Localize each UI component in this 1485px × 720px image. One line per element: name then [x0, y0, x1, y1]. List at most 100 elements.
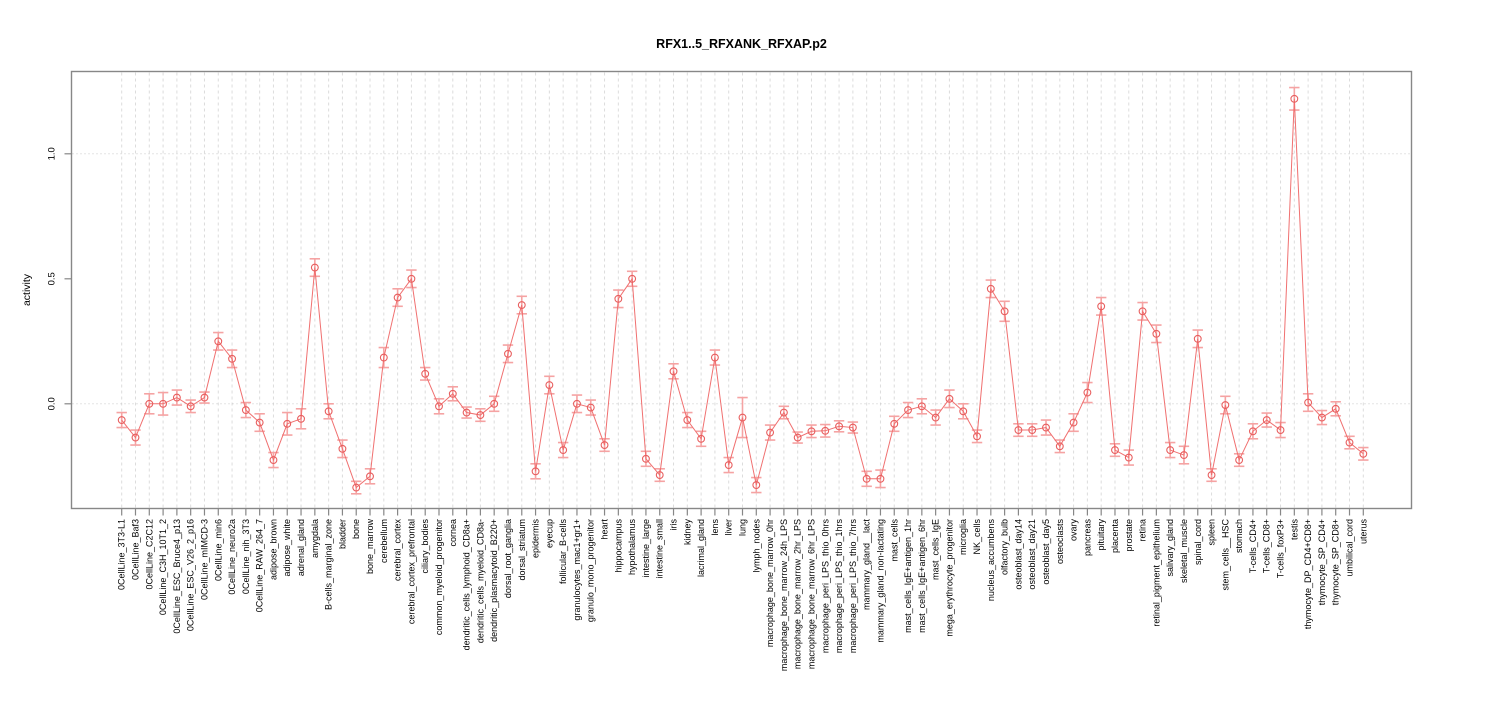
x-tick-label: 0CellLine_neuro2a: [227, 519, 237, 595]
x-tick-label: macrophage_bone_marrow_2hr_LPS: [793, 519, 803, 669]
x-tick-label: macrophage_peri_LPS_thio_0hrs: [820, 519, 830, 654]
x-tick-label: hypothalamus: [627, 519, 637, 576]
x-tick-label: retinal_pigment_epithelium: [1151, 519, 1161, 627]
data-point: [1180, 451, 1188, 459]
x-tick-label: macrophage_peri_LPS_thio_7hrs: [848, 519, 858, 654]
data-point: [1193, 334, 1202, 343]
data-point: [421, 369, 430, 378]
chart-title: RFX1..5_RFXANK_RFXAP.p2: [656, 37, 827, 51]
data-point: [338, 444, 347, 453]
data-point: [559, 446, 568, 454]
data-series: [116, 86, 1369, 495]
data-point: [517, 301, 526, 309]
data-point: [1152, 329, 1161, 338]
x-tick-label: bone: [351, 519, 361, 539]
x-tick-label: thymocyte_DP_CD4+CD8+: [1303, 519, 1313, 629]
data-point: [186, 402, 195, 411]
x-tick-label: 0CellLine_mIMCD-3: [199, 519, 209, 600]
x-tick-label: ciliary_bodies: [420, 519, 430, 574]
data-point: [269, 456, 278, 464]
data-point: [1000, 307, 1009, 316]
x-tick-label: heart: [600, 519, 610, 540]
data-points: [117, 94, 1368, 492]
data-point: [200, 393, 209, 402]
plot-border: [70, 70, 1413, 510]
x-tick-label: osteoblast_day14: [1013, 519, 1023, 590]
x-tick-label: nucleus_accumbens: [986, 519, 996, 602]
x-tick-label: cerebellum: [379, 519, 389, 563]
data-point: [1028, 426, 1037, 434]
data-point: [462, 408, 471, 417]
data-point: [1083, 388, 1092, 397]
data-point: [131, 433, 140, 442]
x-tick-label: mast_cells: [889, 519, 899, 562]
data-point: [710, 353, 719, 362]
data-point: [241, 406, 250, 414]
x-tick-label: macrophage_bone_marrow_6hr_LPS: [806, 519, 816, 669]
data-point: [1331, 404, 1340, 413]
data-point: [1317, 413, 1326, 422]
data-point: [448, 389, 457, 398]
data-point: [1221, 401, 1230, 409]
data-point: [738, 413, 747, 422]
data-point: [1235, 456, 1244, 464]
x-tick-label: skeletal_muscle: [1179, 519, 1189, 583]
x-axis-ticks: [121, 508, 1364, 516]
data-point: [890, 419, 899, 428]
data-point: [821, 426, 830, 435]
x-tick-label: macrophage_bone_marrow_0hr: [765, 519, 775, 647]
x-tick-label: T-cells_CD4+: [1248, 519, 1258, 573]
data-point: [862, 474, 871, 483]
data-point: [779, 408, 788, 417]
data-point: [1014, 426, 1023, 434]
x-tick-label: spinal_cord: [1193, 519, 1203, 565]
x-tick-label: 0CellLine_nih_3T3: [241, 519, 251, 594]
x-tick-label: dendritic_cells_myeloid_CD8a-: [475, 519, 485, 643]
x-tick-label: mammary_gland_non-lactating: [875, 519, 885, 643]
data-point: [573, 399, 581, 408]
x-tick-label: cornea: [448, 519, 458, 547]
data-point: [917, 402, 926, 411]
x-tick-label: mast_cells_IgE+antigen_1hr: [903, 519, 913, 633]
data-point: [1262, 416, 1271, 424]
data-point: [641, 454, 650, 463]
data-point: [752, 481, 761, 489]
data-point: [310, 263, 319, 272]
x-tick-label: 0CellLine_RAW_264_7: [255, 519, 265, 612]
data-point: [848, 423, 857, 432]
x-tick-label: common_myeloid_progenitor: [434, 519, 444, 635]
x-tick-label: osteoclasts: [1055, 519, 1065, 565]
data-point: [973, 432, 981, 441]
x-tick-label: osteoblast_day5: [1041, 519, 1051, 585]
data-point: [531, 467, 540, 476]
x-tick-label: dendritic_plasmacytoid_B220+: [489, 519, 499, 642]
x-tick-label: stem_cells__HSC: [1220, 519, 1230, 591]
data-point: [159, 399, 168, 408]
data-point: [545, 381, 554, 389]
data-point: [117, 416, 126, 424]
x-tick-label: retina: [1138, 519, 1148, 542]
x-tick-label: adrenal_gland: [296, 519, 306, 576]
x-tick-label: pancreas: [1082, 519, 1092, 557]
data-point: [1166, 446, 1175, 454]
x-tick-label: cerebral_cortex: [393, 519, 403, 582]
x-tick-label: prostate: [1124, 519, 1134, 552]
x-tick-label: lacrimal_gland: [696, 519, 706, 577]
x-tick-label: iris: [669, 519, 679, 531]
data-point: [904, 406, 912, 414]
data-point: [1055, 442, 1064, 451]
data-point: [1276, 426, 1285, 434]
data-point: [352, 483, 361, 492]
x-tick-label: 0CellLine_C2C12: [144, 519, 154, 590]
y-axis-label: activity: [21, 273, 33, 306]
x-tick-label: olfactory_bulb: [1000, 519, 1010, 575]
x-tick-label: granulo_mono_progenitor: [586, 519, 596, 622]
x-tick-label: epidermis: [531, 519, 541, 559]
x-tick-label: thymocyte_SP_CD8+: [1331, 519, 1341, 605]
x-tick-label: granulocytes_mac1+gr1+: [572, 519, 582, 621]
data-point: [807, 427, 816, 436]
x-tick-label: macrophage_peri_LPS_thio_1hrs: [834, 519, 844, 654]
data-point: [1248, 427, 1257, 436]
vertical-gridlines: [121, 72, 1364, 508]
data-point: [407, 274, 416, 283]
